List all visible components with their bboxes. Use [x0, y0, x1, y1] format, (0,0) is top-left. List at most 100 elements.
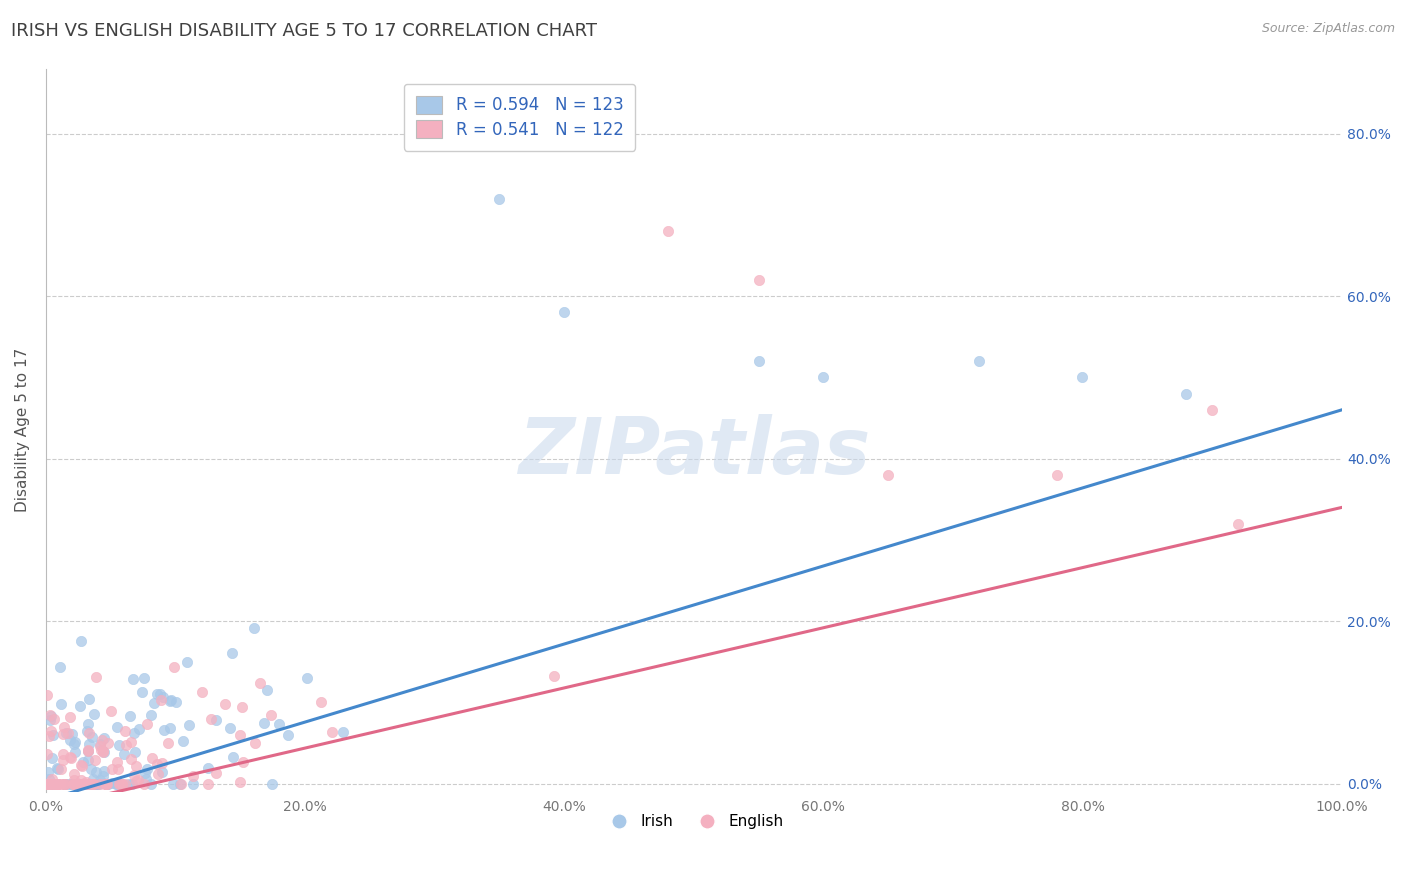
Point [82, 772, 104, 786]
Point [165, 695, 187, 709]
Point [90, 743, 112, 757]
Point [77, 737, 100, 751]
Point [124, 726, 146, 740]
Point [152, 723, 174, 737]
Point [70, 758, 93, 772]
Point [63, 777, 86, 791]
Point [37, 777, 59, 791]
Point [111, 777, 134, 791]
Point [77, 777, 100, 791]
Point [221, 646, 243, 660]
Point [93, 745, 115, 759]
Point [70, 773, 93, 788]
Point [105, 720, 128, 734]
Point [63, 777, 86, 791]
Point [60, 727, 83, 741]
Point [191, 685, 214, 699]
Point [488, 192, 510, 206]
Point [59, 750, 82, 764]
Point [69, 698, 91, 713]
Point [46, 777, 69, 791]
Point [100, 704, 122, 718]
Point [62, 777, 84, 791]
Point [41, 777, 63, 791]
Point [162, 777, 184, 791]
Point [84, 777, 107, 791]
Point [205, 766, 228, 780]
Point [114, 777, 136, 791]
Point [86, 777, 108, 791]
Point [41, 777, 63, 791]
Point [49, 660, 72, 674]
Point [141, 751, 163, 765]
Point [160, 692, 183, 706]
Point [38, 708, 60, 723]
Point [62, 737, 84, 751]
Point [82, 730, 104, 744]
Point [146, 687, 169, 701]
Point [70, 777, 93, 791]
Point [748, 354, 770, 368]
Point [657, 224, 679, 238]
Point [309, 696, 332, 710]
Point [53, 720, 76, 734]
Point [96, 777, 118, 791]
Text: Source: ZipAtlas.com: Source: ZipAtlas.com [1261, 22, 1395, 36]
Point [128, 722, 150, 736]
Point [77, 725, 100, 739]
Point [159, 694, 181, 708]
Point [120, 752, 142, 766]
Point [96, 777, 118, 791]
Point [163, 659, 186, 673]
Point [35, 747, 58, 761]
Point [56, 777, 79, 791]
Point [65, 777, 87, 791]
Point [91, 745, 114, 759]
Point [146, 766, 169, 780]
Point [142, 696, 165, 710]
Point [134, 671, 156, 685]
Point [94, 777, 117, 791]
Point [332, 725, 354, 739]
Point [159, 721, 181, 735]
Point [748, 273, 770, 287]
Point [277, 728, 299, 742]
Point [39, 724, 62, 739]
Point [35, 688, 58, 702]
Point [122, 768, 145, 782]
Point [70, 777, 93, 791]
Point [93, 731, 115, 746]
Point [38, 772, 60, 786]
Point [80, 777, 103, 791]
Point [58, 725, 80, 739]
Point [62, 767, 84, 781]
Point [127, 772, 149, 787]
Point [200, 712, 222, 726]
Point [76, 724, 98, 739]
Point [107, 762, 129, 776]
Point [169, 777, 191, 791]
Point [39, 777, 62, 791]
Point [52, 747, 75, 761]
Point [146, 757, 169, 772]
Point [52, 777, 75, 791]
Point [94, 777, 117, 791]
Point [110, 777, 132, 791]
Point [105, 755, 128, 769]
Point [122, 672, 145, 686]
Point [42, 728, 65, 742]
Point [181, 769, 204, 783]
Point [101, 776, 124, 790]
Point [229, 728, 252, 742]
Point [124, 774, 146, 789]
Point [83, 777, 105, 791]
Point [118, 777, 141, 791]
Point [93, 764, 115, 778]
Point [77, 744, 100, 758]
Point [42, 712, 65, 726]
Point [52, 727, 75, 741]
Point [149, 687, 172, 701]
Point [84, 764, 107, 779]
Point [37, 764, 59, 779]
Point [39, 709, 62, 723]
